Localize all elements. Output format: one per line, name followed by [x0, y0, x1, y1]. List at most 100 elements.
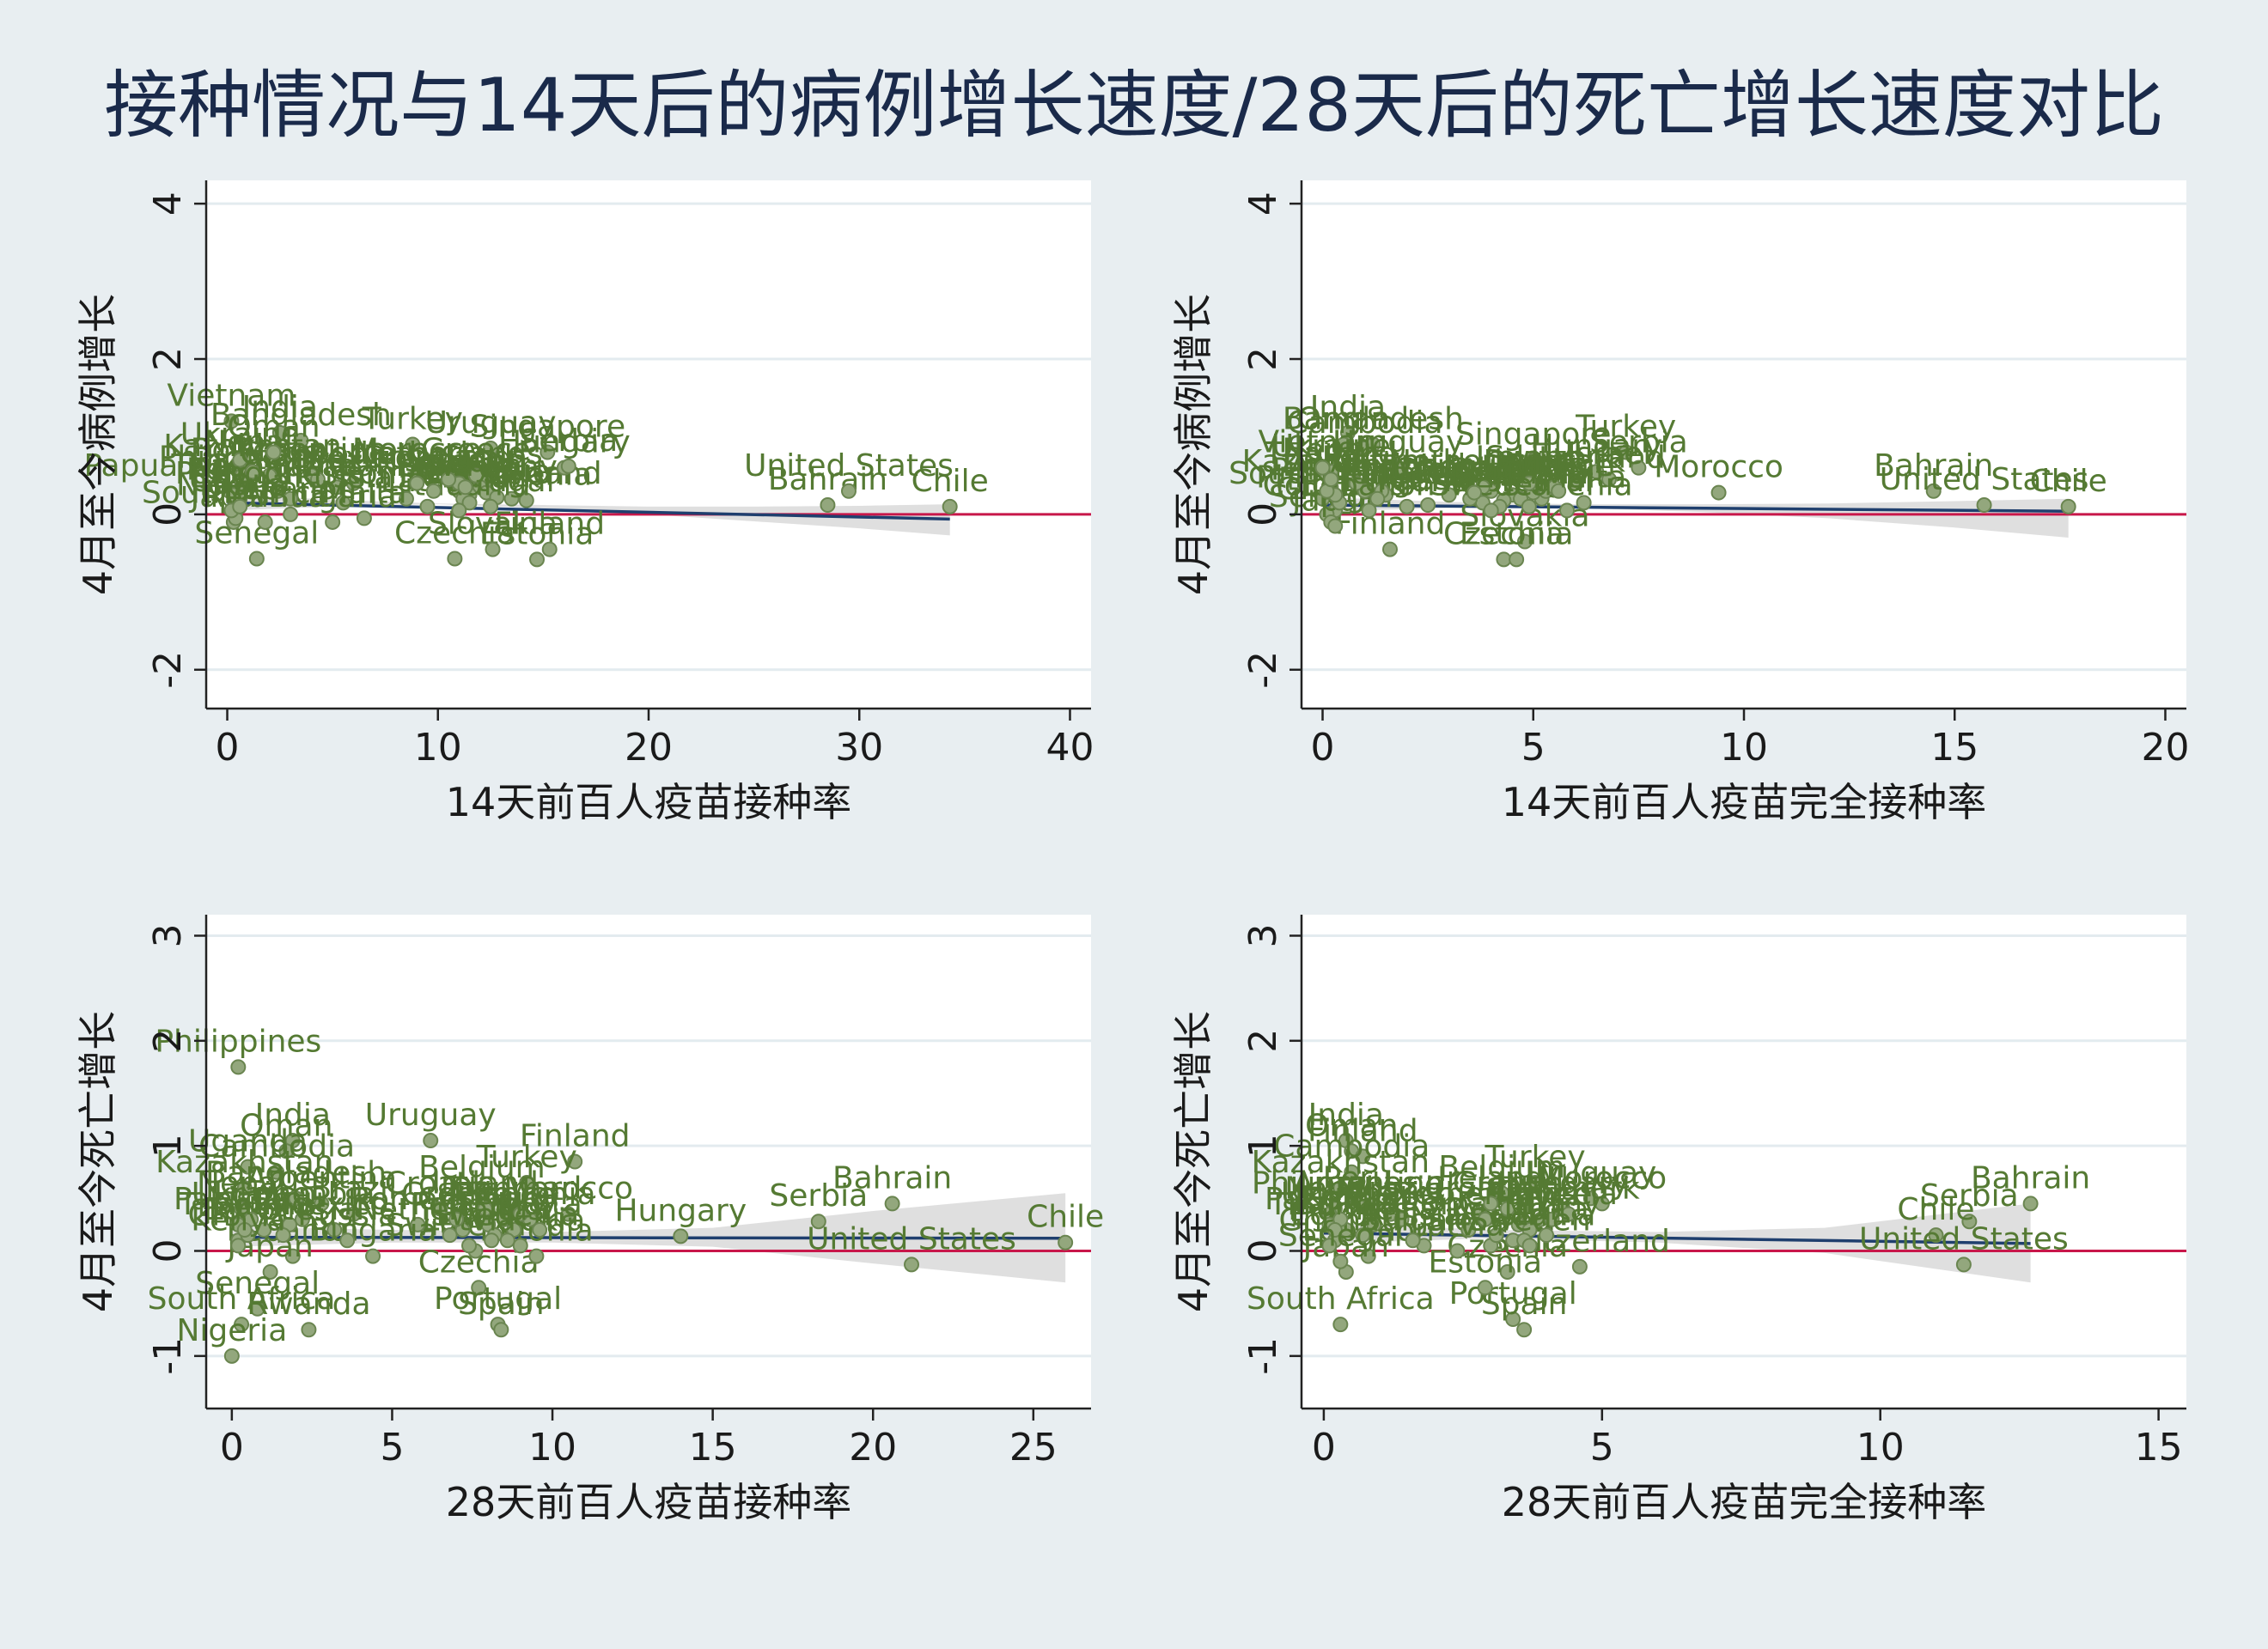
data-point — [236, 1180, 253, 1196]
plot-area — [1302, 915, 2186, 1409]
y-tick-label: 2 — [1241, 347, 1285, 371]
data-point — [1332, 1317, 1349, 1333]
point-label: Uganda — [188, 1124, 308, 1159]
data-point — [232, 498, 248, 514]
data-point — [457, 479, 473, 496]
data-point — [2060, 498, 2076, 514]
data-point — [410, 1216, 426, 1232]
data-point — [1355, 1148, 1371, 1165]
data-point — [432, 1201, 448, 1217]
y-axis-title: 4月至今死亡增长 — [1170, 1011, 1216, 1312]
data-point — [1483, 1196, 1499, 1212]
point-label: Morocco — [1537, 1160, 1667, 1196]
data-point — [1327, 518, 1344, 534]
y-tick-label: 2 — [146, 347, 190, 371]
point-label: Malta — [321, 475, 406, 510]
point-label: Indonesia — [1288, 1192, 1437, 1227]
data-point — [942, 498, 958, 514]
panel-cases-vs-dose1: Vietnam Bangladesh India Turkey Singapore Uru… — [0, 0, 1134, 825]
data-point — [1499, 1263, 1515, 1280]
data-point — [234, 1201, 250, 1217]
data-point — [567, 1153, 583, 1170]
point-label: Bahrain — [832, 1160, 952, 1196]
point-label: Ukraine — [192, 1177, 311, 1212]
point-label: Finland — [520, 1119, 631, 1154]
point-label: Bahrain — [1971, 1160, 2090, 1196]
x-tick-label: 15 — [1930, 726, 1978, 770]
point-label: Norway — [1416, 450, 1533, 485]
data-point — [447, 551, 463, 567]
data-point — [1925, 483, 1942, 499]
data-point — [1976, 497, 1992, 514]
data-point — [1314, 459, 1331, 476]
point-label: Papua New Guinea — [83, 448, 375, 484]
point-label: Bulgaria — [1360, 1202, 1488, 1238]
data-point — [1366, 1216, 1382, 1232]
point-label: Nepal — [197, 1166, 286, 1202]
data-point — [1360, 1201, 1376, 1217]
point-label: Russia — [297, 1197, 397, 1232]
point-label: Morocco — [503, 1171, 633, 1207]
point-label: Vietnam — [167, 378, 296, 413]
data-point — [1405, 1232, 1421, 1249]
point-label: United States — [1880, 462, 2089, 497]
x-tick-label: 5 — [1521, 726, 1546, 770]
data-point — [1449, 1243, 1466, 1259]
data-point — [236, 1222, 253, 1238]
point-label: Poland — [1445, 1192, 1548, 1227]
point-label: Sweden — [1430, 467, 1552, 502]
y-axis-title: 4月至今死亡增长 — [75, 1011, 121, 1312]
data-point — [1544, 1211, 1560, 1227]
data-point — [1521, 1238, 1538, 1254]
data-point — [467, 467, 484, 484]
point-label: Argentina — [247, 1160, 398, 1196]
data-point — [1582, 1190, 1599, 1207]
x-tick-label: 10 — [414, 726, 462, 770]
point-label: Spain — [1503, 448, 1589, 484]
point-label: Turkey — [362, 402, 463, 437]
point-label: Mexico — [300, 441, 408, 476]
panel-deaths-vs-full: India Oman Finland Cambodia Kazakhstan Turkey… — [1134, 824, 2268, 1649]
point-label: Oman — [227, 410, 320, 445]
point-label: Cambodia — [240, 436, 396, 472]
data-point — [1955, 1257, 1972, 1273]
data-point — [419, 498, 436, 514]
data-point — [1348, 475, 1364, 491]
data-point — [442, 1227, 458, 1244]
data-point — [293, 432, 309, 448]
point-label: Denmark — [1484, 444, 1626, 479]
point-label: Belgium — [418, 1150, 546, 1185]
data-point — [497, 1211, 513, 1227]
data-point — [499, 1232, 515, 1249]
data-point — [1521, 475, 1537, 491]
point-label: Russia — [1378, 462, 1478, 497]
point-label: Germany — [415, 450, 557, 485]
data-point — [1527, 1174, 1544, 1190]
point-label: Netherlands — [356, 1192, 544, 1227]
data-point — [1365, 436, 1381, 453]
point-label: South Africa — [148, 1281, 336, 1317]
data-point — [1336, 436, 1352, 453]
point-label: Senegal — [1278, 1219, 1403, 1254]
fit-line — [1322, 503, 2069, 514]
data-point — [1332, 1180, 1349, 1196]
point-label: Bangladesh — [210, 398, 392, 433]
y-tick-label: 0 — [146, 1238, 190, 1263]
data-point — [314, 1196, 330, 1212]
point-label: Latvia — [422, 1202, 516, 1238]
y-tick-label: 2 — [1241, 1029, 1285, 1053]
x-tick-label: 0 — [220, 1426, 244, 1469]
point-label: Hungary — [1497, 1166, 1630, 1202]
point-label: Chile — [1027, 1200, 1104, 1235]
x-axis-title: 14天前百人疫苗完全接种率 — [1502, 779, 1987, 825]
data-point — [356, 510, 372, 526]
data-point — [1058, 1234, 1074, 1250]
point-label: Bangladesh — [205, 1155, 387, 1190]
x-tick-label: 0 — [1312, 1426, 1336, 1469]
x-tick-label: 0 — [1311, 726, 1335, 770]
point-label: South Africa — [1247, 1281, 1435, 1317]
y-tick-label: 0 — [1241, 1238, 1285, 1263]
point-label: Ireland — [1476, 441, 1583, 476]
data-point — [820, 497, 836, 514]
